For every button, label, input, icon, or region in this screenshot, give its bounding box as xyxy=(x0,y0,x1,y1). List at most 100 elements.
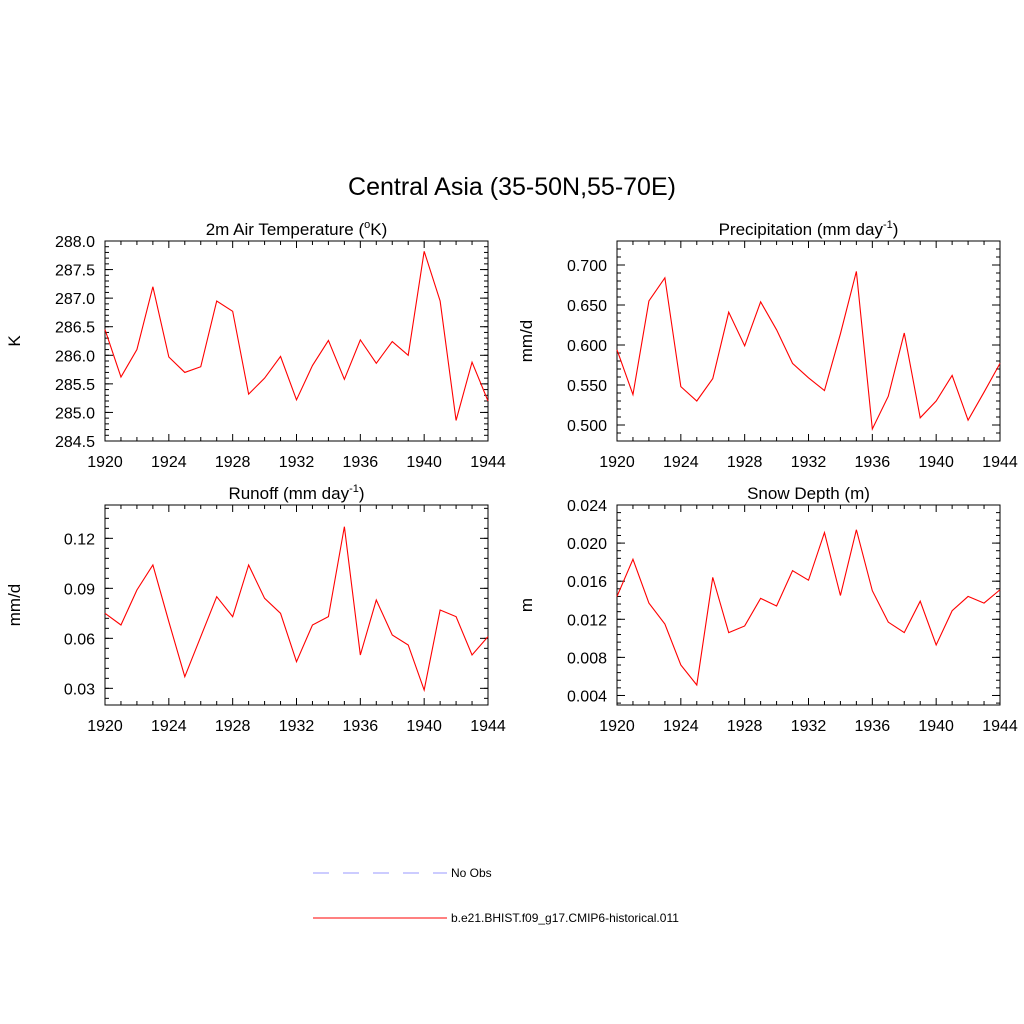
legend-label: No Obs xyxy=(451,866,492,880)
data-point xyxy=(616,349,617,350)
y-tick-label: 0.03 xyxy=(64,681,95,698)
y-tick-label: 0.016 xyxy=(567,574,607,591)
data-point xyxy=(967,596,968,597)
data-point xyxy=(455,616,456,617)
plot-frame xyxy=(104,504,489,706)
series-line xyxy=(616,271,1001,431)
data-point xyxy=(808,377,809,378)
x-tick-label: 1940 xyxy=(918,718,954,735)
figure-title: Central Asia (35-50N,55-70E) xyxy=(348,173,676,201)
y-axis-label: K xyxy=(5,335,24,347)
data-point xyxy=(487,636,488,637)
data-point xyxy=(776,605,777,606)
data-point xyxy=(487,400,488,401)
data-point xyxy=(184,372,185,373)
data-point xyxy=(632,394,633,395)
panel-title: Runoff (mm day-1) xyxy=(228,483,364,503)
data-point xyxy=(728,632,729,633)
data-point xyxy=(248,564,249,565)
data-point xyxy=(136,589,137,590)
data-point xyxy=(168,356,169,357)
data-point xyxy=(776,329,777,330)
data-point xyxy=(455,420,456,421)
data-point xyxy=(616,596,617,597)
data-point xyxy=(296,399,297,400)
y-tick-label: 0.020 xyxy=(567,536,607,553)
x-tick-label: 1928 xyxy=(727,454,763,471)
data-point xyxy=(680,664,681,665)
x-tick-label: 1920 xyxy=(599,718,635,735)
data-point xyxy=(200,366,201,367)
data-point xyxy=(104,329,105,330)
x-tick-label: 1928 xyxy=(215,718,251,735)
data-point xyxy=(999,589,1000,590)
series-line xyxy=(104,526,489,693)
data-point xyxy=(408,355,409,356)
x-tick-label: 1944 xyxy=(470,718,506,735)
data-point xyxy=(999,363,1000,364)
data-point xyxy=(664,277,665,278)
data-point xyxy=(840,333,841,334)
y-tick-label: 0.004 xyxy=(567,688,607,705)
data-point xyxy=(872,428,873,429)
data-point xyxy=(248,394,249,395)
x-tick-label: 1928 xyxy=(215,454,251,471)
legend-label: b.e21.BHIST.f09_g17.CMIP6-historical.011 xyxy=(451,911,679,925)
x-tick-label: 1924 xyxy=(663,718,699,735)
data-point xyxy=(232,616,233,617)
data-point xyxy=(471,654,472,655)
y-tick-label: 0.09 xyxy=(64,581,95,598)
y-axis-label: mm/d xyxy=(5,584,24,627)
series-line xyxy=(104,251,489,421)
data-point xyxy=(392,634,393,635)
data-point xyxy=(120,376,121,377)
data-point xyxy=(888,396,889,397)
data-point xyxy=(471,362,472,363)
x-tick-label: 1944 xyxy=(982,718,1018,735)
panel-title-text: 2m Air Temperature ( xyxy=(206,220,365,239)
data-point xyxy=(232,311,233,312)
data-point xyxy=(648,602,649,603)
data-point xyxy=(168,621,169,622)
y-tick-label: 284.5 xyxy=(55,434,95,451)
y-tick-label: 0.012 xyxy=(567,612,607,629)
data-point xyxy=(952,610,953,611)
data-point xyxy=(983,392,984,393)
legend: No Obs b.e21.BHIST.f09_g17.CMIP6-historic… xyxy=(313,866,679,925)
y-tick-label: 0.700 xyxy=(567,258,607,275)
data-point xyxy=(904,332,905,333)
x-tick-label: 1944 xyxy=(982,454,1018,471)
y-tick-label: 287.0 xyxy=(55,291,95,308)
data-point xyxy=(120,624,121,625)
data-point xyxy=(936,644,937,645)
data-point xyxy=(920,601,921,602)
x-tick-label: 1932 xyxy=(791,454,827,471)
data-point xyxy=(792,363,793,364)
data-point xyxy=(872,590,873,591)
data-point xyxy=(200,636,201,637)
panel-title: Precipitation (mm day-1) xyxy=(719,219,899,239)
x-tick-label: 1936 xyxy=(343,454,379,471)
y-tick-label: 0.008 xyxy=(567,650,607,667)
data-point xyxy=(408,644,409,645)
x-tick-label: 1940 xyxy=(406,718,442,735)
data-point xyxy=(152,564,153,565)
data-point xyxy=(664,623,665,624)
panel-title-suffix: ) xyxy=(893,220,899,239)
plot-frame xyxy=(616,504,1001,706)
data-point xyxy=(344,526,345,527)
panels: 2m Air Temperature (oK) K 1920 1924 1928 1932… xyxy=(5,219,1018,735)
data-point xyxy=(760,301,761,302)
y-axis-label: mm/d xyxy=(517,320,536,363)
data-point xyxy=(744,345,745,346)
data-point xyxy=(184,676,185,677)
panel-title: Snow Depth (m) xyxy=(747,484,870,503)
y-tick-label: 0.06 xyxy=(64,631,95,648)
data-point xyxy=(696,400,697,401)
panel-2: Precipitation (mm day-1) mm/d 1920 1924 1928… xyxy=(517,219,1018,471)
data-point xyxy=(712,577,713,578)
panel-1: 2m Air Temperature (oK) K 1920 1924 1928 1932… xyxy=(5,219,506,471)
panel-title-text: Runoff (mm day xyxy=(228,484,349,503)
data-point xyxy=(920,417,921,418)
